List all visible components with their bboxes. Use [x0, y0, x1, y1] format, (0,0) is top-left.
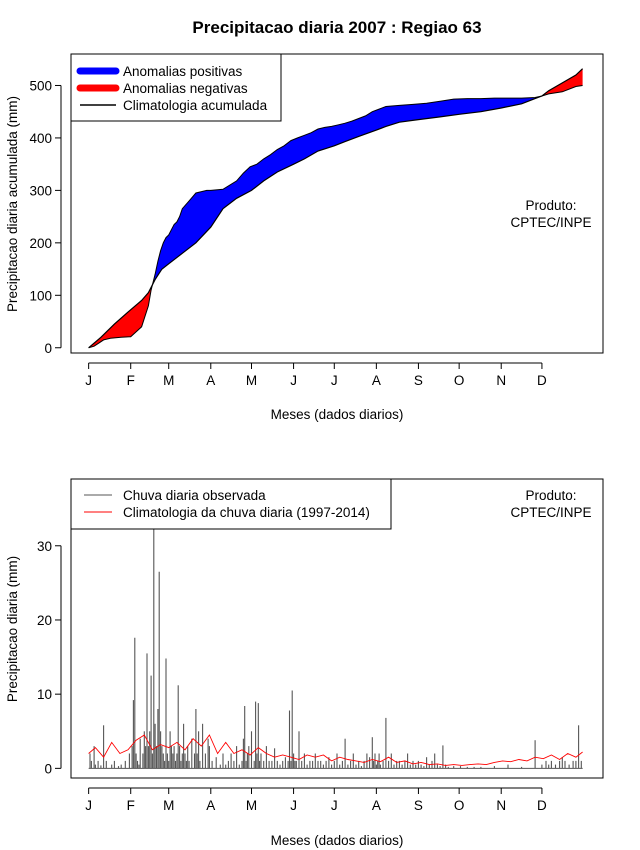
negative-anomaly-area [88, 68, 583, 348]
y-tick-label: 20 [37, 613, 52, 628]
y-tick-label: 500 [29, 78, 52, 93]
cumulative-plot-area [88, 68, 584, 349]
x-tick-label: O [454, 373, 465, 388]
y-axis-label: Precipitacao diaria acumulada (mm) [5, 96, 20, 312]
x-tick-label: S [414, 798, 423, 813]
cumulative-precipitation-chart: Precipitacao diaria 2007 : Regiao 63 0 10… [5, 18, 604, 422]
x-tick-label: O [454, 798, 465, 813]
x-tick-label: M [246, 373, 257, 388]
y-axis: 0 10 20 30 [37, 539, 62, 776]
x-tick-label: J [290, 798, 297, 813]
x-tick-label: S [414, 373, 423, 388]
y-axis: 0 100 200 300 400 500 [29, 78, 62, 356]
x-tick-label: A [372, 798, 381, 813]
y-tick-label: 0 [44, 761, 52, 776]
observed-cumulative-line [88, 85, 583, 349]
x-tick-label: J [85, 798, 92, 813]
daily-plot-area [88, 523, 583, 769]
chart-title: Precipitacao diaria 2007 : Regiao 63 [192, 18, 481, 37]
x-tick-label: M [163, 373, 174, 388]
y-tick-label: 400 [29, 131, 52, 146]
legend-label-climatology: Climatologia acumulada [123, 98, 268, 113]
legend: Anomalias positivas Anomalias negativas … [70, 53, 282, 122]
x-tick-label: J [85, 373, 92, 388]
legend-label-climatology: Climatologia da chuva diaria (1997-2014) [123, 505, 370, 520]
legend-box [70, 478, 392, 530]
y-axis-label: Precipitacao diaria (mm) [5, 556, 20, 702]
legend-label-positive: Anomalias positivas [123, 64, 243, 79]
annotation-produto: Produto: [525, 198, 576, 213]
daily-precipitation-chart: 0 10 20 30 J F M A M J J A S O N D Meses (dados diario… [5, 478, 604, 848]
climatology-cumulative-line [88, 68, 584, 349]
x-tick-label: D [537, 798, 547, 813]
y-tick-label: 200 [29, 236, 52, 251]
x-axis-label: Meses (dados diarios) [271, 407, 404, 422]
legend: Chuva diaria observada Climatologia da c… [70, 478, 392, 530]
y-tick-label: 10 [37, 687, 52, 702]
x-tick-label: N [496, 373, 506, 388]
y-tick-label: 30 [37, 539, 52, 554]
climatology-daily-line [88, 734, 583, 766]
positive-anomaly-area [88, 68, 583, 348]
x-tick-label: A [372, 373, 381, 388]
legend-label-observed: Chuva diaria observada [123, 488, 266, 503]
x-tick-label: A [206, 373, 215, 388]
x-tick-label: M [246, 798, 257, 813]
y-tick-label: 100 [29, 288, 52, 303]
x-tick-label: J [290, 373, 297, 388]
y-tick-label: 0 [44, 341, 52, 356]
x-tick-label: F [127, 373, 135, 388]
x-tick-label: M [163, 798, 174, 813]
annotation-cptec: CPTEC/INPE [510, 215, 591, 230]
plot-frame [70, 53, 604, 354]
y-tick-label: 300 [29, 183, 52, 198]
legend-label-negative: Anomalias negativas [123, 81, 248, 96]
x-tick-label: N [496, 798, 506, 813]
annotation-cptec: CPTEC/INPE [510, 505, 591, 520]
x-axis-label: Meses (dados diarios) [271, 833, 404, 848]
x-tick-label: J [331, 798, 338, 813]
x-tick-label: D [537, 373, 547, 388]
annotation-produto: Produto: [525, 488, 576, 503]
x-tick-label: F [127, 798, 135, 813]
x-tick-label: A [206, 798, 215, 813]
x-tick-label: J [331, 373, 338, 388]
